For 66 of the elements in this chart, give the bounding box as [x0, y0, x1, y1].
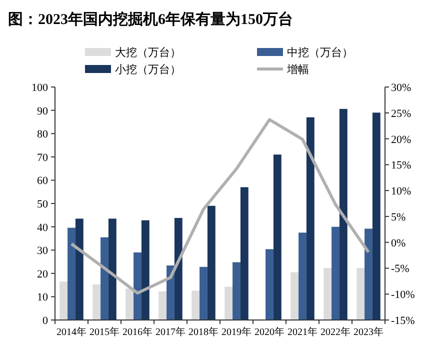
bar [306, 117, 314, 320]
y2-tick-label: 5% [391, 211, 406, 224]
bar [100, 237, 108, 320]
bar [372, 112, 380, 320]
bar [240, 187, 248, 320]
bar [224, 286, 233, 320]
y2-tick-label: -10% [391, 289, 415, 302]
bar [141, 220, 150, 320]
y-tick-label: 60 [37, 175, 48, 188]
y-tick-label: 10 [37, 292, 48, 304]
bar [174, 218, 182, 320]
bar [75, 218, 84, 320]
line-series [70, 118, 370, 295]
x-tick-label: 2015年 [90, 326, 120, 338]
y-tick-label: 20 [37, 268, 48, 280]
x-tick-label: 2022年 [320, 326, 350, 338]
bar [166, 265, 174, 320]
x-tick-label: 2017年 [156, 326, 186, 338]
legend-label: 大挖（万台） [115, 46, 181, 59]
bar [266, 249, 274, 320]
y-tick-label: 40 [37, 222, 48, 234]
y-tick-label: 70 [37, 152, 48, 164]
bar [68, 228, 76, 320]
bar [364, 228, 372, 320]
legend-label: 增幅 [286, 64, 309, 76]
bar [207, 206, 216, 320]
x-tick-label: 2019年 [222, 326, 252, 338]
bar [298, 232, 306, 320]
y2-tick-label: -15% [391, 315, 415, 327]
y-tick-label: 30 [37, 245, 48, 258]
y2-tick-label: 0% [391, 237, 406, 250]
bar [356, 268, 365, 320]
bar [332, 226, 340, 320]
y2-tick-label: 20% [391, 134, 412, 146]
y2-tick-label: 15% [391, 160, 412, 172]
bar [232, 262, 240, 320]
legend-label: 小挖（万台） [115, 63, 181, 76]
bar [92, 284, 101, 320]
bar [290, 272, 299, 320]
y2-tick-label: 30% [391, 82, 412, 94]
x-tick-label: 2016年 [122, 326, 152, 338]
y-tick-label: 90 [37, 105, 48, 118]
bar [273, 154, 282, 320]
y2-tick-label: 25% [391, 108, 412, 120]
y-tick-label: 50 [37, 198, 48, 210]
x-tick-label: 2014年 [56, 326, 86, 338]
bar [200, 266, 208, 320]
y2-tick-label: -5% [391, 263, 410, 276]
y-tick-label: 80 [37, 128, 48, 141]
x-tick-label: 2023年 [354, 326, 384, 338]
bar [192, 290, 200, 320]
x-tick-label: 2021年 [288, 326, 318, 338]
bar [108, 218, 116, 320]
x-tick-label: 2018年 [188, 326, 218, 338]
bar [324, 268, 332, 320]
y2-tick-label: 10% [391, 186, 412, 198]
bar [158, 291, 167, 320]
legend-label: 中挖（万台） [287, 46, 353, 59]
bar [60, 282, 68, 320]
bar [339, 108, 348, 320]
bar [126, 288, 134, 320]
y-tick-label: 100 [32, 82, 48, 94]
y-tick-label: 0 [42, 315, 48, 327]
bar [134, 252, 142, 320]
chart-title: 图：2023年国内挖掘机6年保有量为150万台 [8, 11, 293, 28]
x-tick-label: 2020年 [254, 326, 284, 338]
